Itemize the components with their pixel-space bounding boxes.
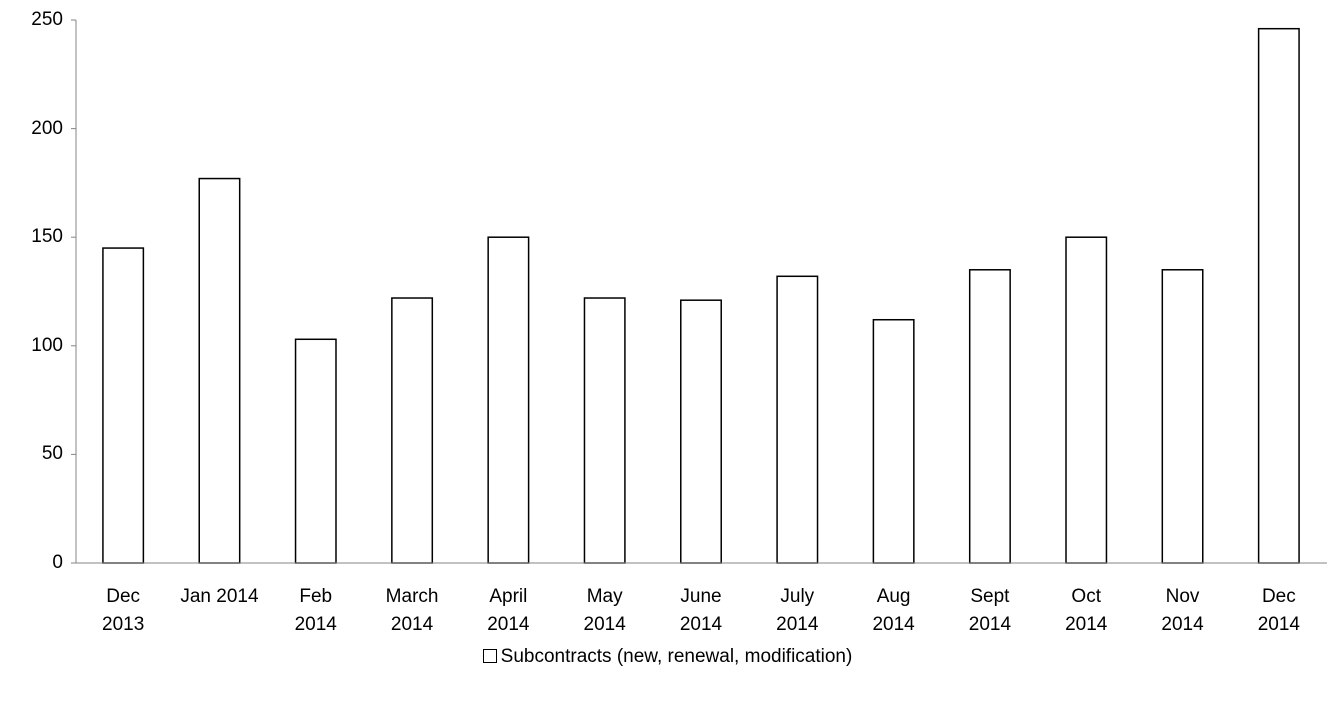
legend-label: Subcontracts (new, renewal, modification… <box>500 646 853 667</box>
bar <box>1161 269 1204 564</box>
x-tick-label: April 2014 <box>487 586 530 635</box>
x-tick-label: Oct 2014 <box>1065 586 1108 635</box>
bar <box>968 269 1011 564</box>
bar <box>294 338 337 564</box>
bar <box>1065 236 1108 564</box>
y-tick-label: 150 <box>31 226 63 248</box>
legend: Subcontracts (new, renewal, modification… <box>0 646 1335 668</box>
bar <box>872 318 915 564</box>
bar <box>198 177 241 564</box>
x-tick-label: Sept 2014 <box>968 586 1012 635</box>
bar <box>1257 27 1300 564</box>
bar <box>487 236 530 564</box>
bar <box>391 297 434 564</box>
x-tick-label: May 2014 <box>583 586 626 635</box>
x-tick-label: Feb 2014 <box>294 586 337 635</box>
y-tick-label: 200 <box>31 117 63 139</box>
x-tick-label: Jan 2014 <box>180 586 259 607</box>
bar <box>583 297 626 564</box>
x-tick-label: March 2014 <box>385 586 439 635</box>
x-tick-label: July 2014 <box>776 586 819 635</box>
x-tick-label: Dec 2014 <box>1257 586 1300 635</box>
bar <box>776 275 819 564</box>
bar <box>102 247 145 564</box>
bar <box>680 299 722 564</box>
x-tick-label: Nov 2014 <box>1161 586 1204 635</box>
y-tick-label: 50 <box>41 443 63 465</box>
x-tick-label: Aug 2014 <box>872 586 915 635</box>
y-tick-label: 100 <box>31 334 63 356</box>
y-tick-label: 250 <box>31 9 63 30</box>
y-tick-label: 0 <box>52 552 63 573</box>
x-tick-label: Dec 2013 <box>102 586 145 635</box>
legend-swatch <box>482 649 497 663</box>
x-tick-label: June 2014 <box>679 586 723 635</box>
